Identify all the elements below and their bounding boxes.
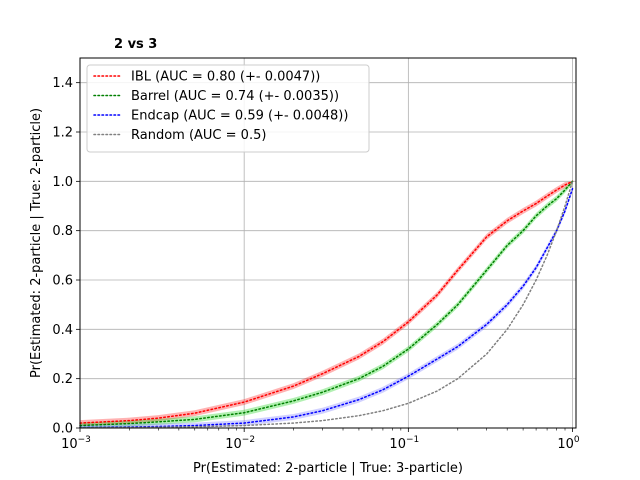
x-tick-label-exponent: 0 (574, 435, 580, 445)
y-tick-label: 1.0 (52, 175, 73, 190)
x-tick-label: 10−2 (225, 435, 255, 452)
legend-label-1: Barrel (AUC = 0.74 (+- 0.0035)) (131, 89, 339, 104)
legend-label-0: IBL (AUC = 0.80 (+- 0.0047)) (131, 70, 320, 85)
y-axis-label: Pr(Estimated: 2-particle | True: 2-parti… (29, 108, 44, 378)
legend-label-3: Random (AUC = 0.5) (131, 128, 266, 143)
y-tick-label: 0.0 (52, 422, 73, 437)
x-tick-label-base: 10 (557, 437, 574, 452)
x-tick-label-exponent: −1 (406, 435, 419, 445)
x-tick-label-base: 10 (389, 437, 406, 452)
legend-box (86, 64, 370, 153)
x-tick-label-exponent: −3 (78, 435, 91, 445)
x-tick-label: 10−1 (389, 435, 419, 452)
legend: IBL (AUC = 0.80 (+- 0.0047)) Barrel (AUC … (86, 64, 370, 153)
legend-label-2: Endcap (AUC = 0.59 (+- 0.0048)) (131, 109, 348, 124)
series-lines (79, 180, 574, 429)
chart-title: 2 vs 3 (114, 37, 157, 52)
axis-ticks: 0.00.20.40.60.81.01.21.410−3 10−2 10−1 100 (52, 76, 580, 452)
series-line-0 (79, 180, 574, 424)
y-tick-label: 1.4 (52, 76, 73, 91)
x-axis-label: Pr(Estimated: 2-particle | True: 3-parti… (193, 461, 463, 476)
x-tick-label-base: 10 (61, 437, 78, 452)
y-tick-label: 0.8 (52, 224, 73, 239)
series-line-2 (79, 187, 574, 429)
y-tick-label: 1.2 (52, 126, 73, 141)
plot-frame (79, 57, 577, 429)
y-tick-label: 0.2 (52, 372, 73, 387)
x-tick-label-exponent: −2 (242, 435, 255, 445)
series-line-1 (79, 180, 574, 427)
y-tick-label: 0.6 (52, 274, 73, 289)
series-line-3 (79, 180, 574, 429)
y-tick-label: 0.4 (52, 323, 73, 338)
x-tick-label: 10−3 (61, 435, 91, 452)
x-tick-label: 100 (557, 435, 580, 452)
x-tick-label-base: 10 (225, 437, 242, 452)
